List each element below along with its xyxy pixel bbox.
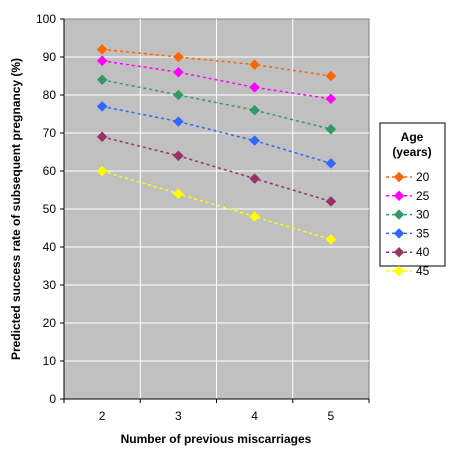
legend-item-35: 35	[386, 226, 430, 240]
data-point	[173, 116, 184, 127]
data-point	[96, 55, 108, 67]
legend-title-line1: Age	[401, 130, 424, 144]
series-40	[96, 131, 337, 207]
y-tick-label: 100	[36, 12, 56, 26]
series-line	[102, 48, 331, 77]
legend-marker	[393, 265, 405, 277]
y-tick-label: 50	[43, 202, 57, 216]
tick-labels: 0 10 20 30 40 50 60 70 80 90 100 2 3 4 5	[36, 12, 335, 423]
y-tick-label: 0	[49, 392, 56, 406]
data-point	[325, 93, 337, 105]
legend-title-line2: (years)	[392, 145, 431, 159]
y-axis-title: Predicted success rate of subsequent pre…	[9, 58, 23, 360]
series-35	[96, 101, 337, 169]
data-point	[325, 234, 337, 245]
data-point	[173, 66, 184, 78]
data-point	[325, 196, 337, 207]
x-axis-title: Number of previous miscarriages	[121, 432, 312, 446]
data-point	[173, 89, 184, 101]
series-45	[96, 165, 337, 245]
y-tick-label: 90	[43, 50, 57, 64]
data-point	[249, 211, 260, 222]
legend-box	[379, 122, 446, 267]
axes	[60, 18, 370, 403]
x-tick-label: 4	[251, 409, 258, 423]
grid	[64, 19, 369, 399]
legend-item-45: 45	[386, 264, 430, 278]
legend-label: 20	[416, 170, 430, 184]
legend-label: 30	[416, 208, 430, 222]
legend-label: 45	[416, 264, 430, 278]
data-point	[96, 101, 108, 112]
data-point	[96, 131, 108, 143]
legend-label: 40	[416, 245, 430, 259]
y-tick-label: 40	[43, 240, 57, 254]
series-30	[96, 74, 337, 135]
legend-marker	[393, 190, 405, 202]
legend-marker	[393, 209, 405, 220]
legend-items: 20 25 30 35 40 45	[386, 170, 430, 278]
data-point	[173, 51, 184, 63]
data-point	[96, 165, 108, 177]
data-point	[249, 135, 260, 146]
data-point	[249, 59, 260, 70]
legend-item-20: 20	[386, 170, 430, 184]
y-tick-label: 10	[43, 354, 57, 368]
y-tick-label: 60	[43, 164, 57, 178]
legend-marker	[393, 246, 405, 258]
data-point	[173, 188, 184, 200]
data-point	[325, 70, 337, 82]
data-point	[249, 173, 260, 184]
y-tick-label: 80	[43, 88, 57, 102]
x-tick-label: 5	[328, 409, 335, 423]
legend-item-30: 30	[386, 208, 430, 222]
legend-item-40: 40	[386, 245, 430, 259]
data-point	[325, 158, 337, 169]
series-20	[96, 44, 337, 82]
series-line	[101, 105, 332, 165]
data-point	[96, 74, 108, 86]
series	[96, 44, 337, 245]
data-point	[249, 82, 260, 93]
series-line	[101, 79, 332, 130]
legend-label: 25	[416, 189, 430, 203]
data-point	[96, 44, 108, 55]
data-point	[249, 104, 260, 116]
series-25	[96, 55, 337, 105]
y-tick-label: 20	[43, 316, 57, 330]
legend: Age (years) 20 25 30 35 40 45	[379, 122, 446, 278]
series-line	[101, 170, 332, 241]
y-tick-label: 70	[43, 126, 57, 140]
legend-marker	[393, 171, 405, 183]
x-tick-label: 2	[99, 409, 106, 423]
y-tick-label: 30	[43, 278, 57, 292]
legend-item-25: 25	[386, 189, 430, 203]
series-line	[102, 60, 331, 100]
x-tick-label: 3	[175, 409, 182, 423]
data-point	[173, 150, 184, 162]
legend-label: 35	[416, 226, 430, 240]
legend-marker	[393, 228, 405, 239]
data-point	[325, 123, 337, 135]
